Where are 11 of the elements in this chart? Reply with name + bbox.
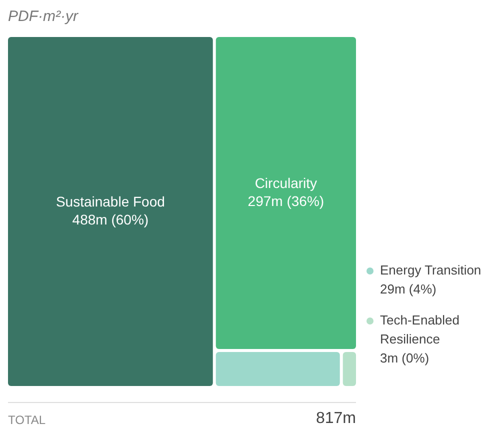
category-label: Circularity [254,174,318,191]
data-label: 297m (36%) [248,192,324,209]
data-label: 488m (60%) [72,211,149,228]
category-label: Sustainable Food [56,193,165,210]
category-label: Energy Transition [380,262,482,278]
data-label: 3m (0%) [380,350,430,366]
category-label: Tech-Enabled Resilience [380,312,460,347]
text: PDF·m²·yr [8,8,78,25]
data-label: 29m (4%) [380,282,436,297]
text: TOTAL [8,413,46,427]
text: 817m [316,410,356,428]
